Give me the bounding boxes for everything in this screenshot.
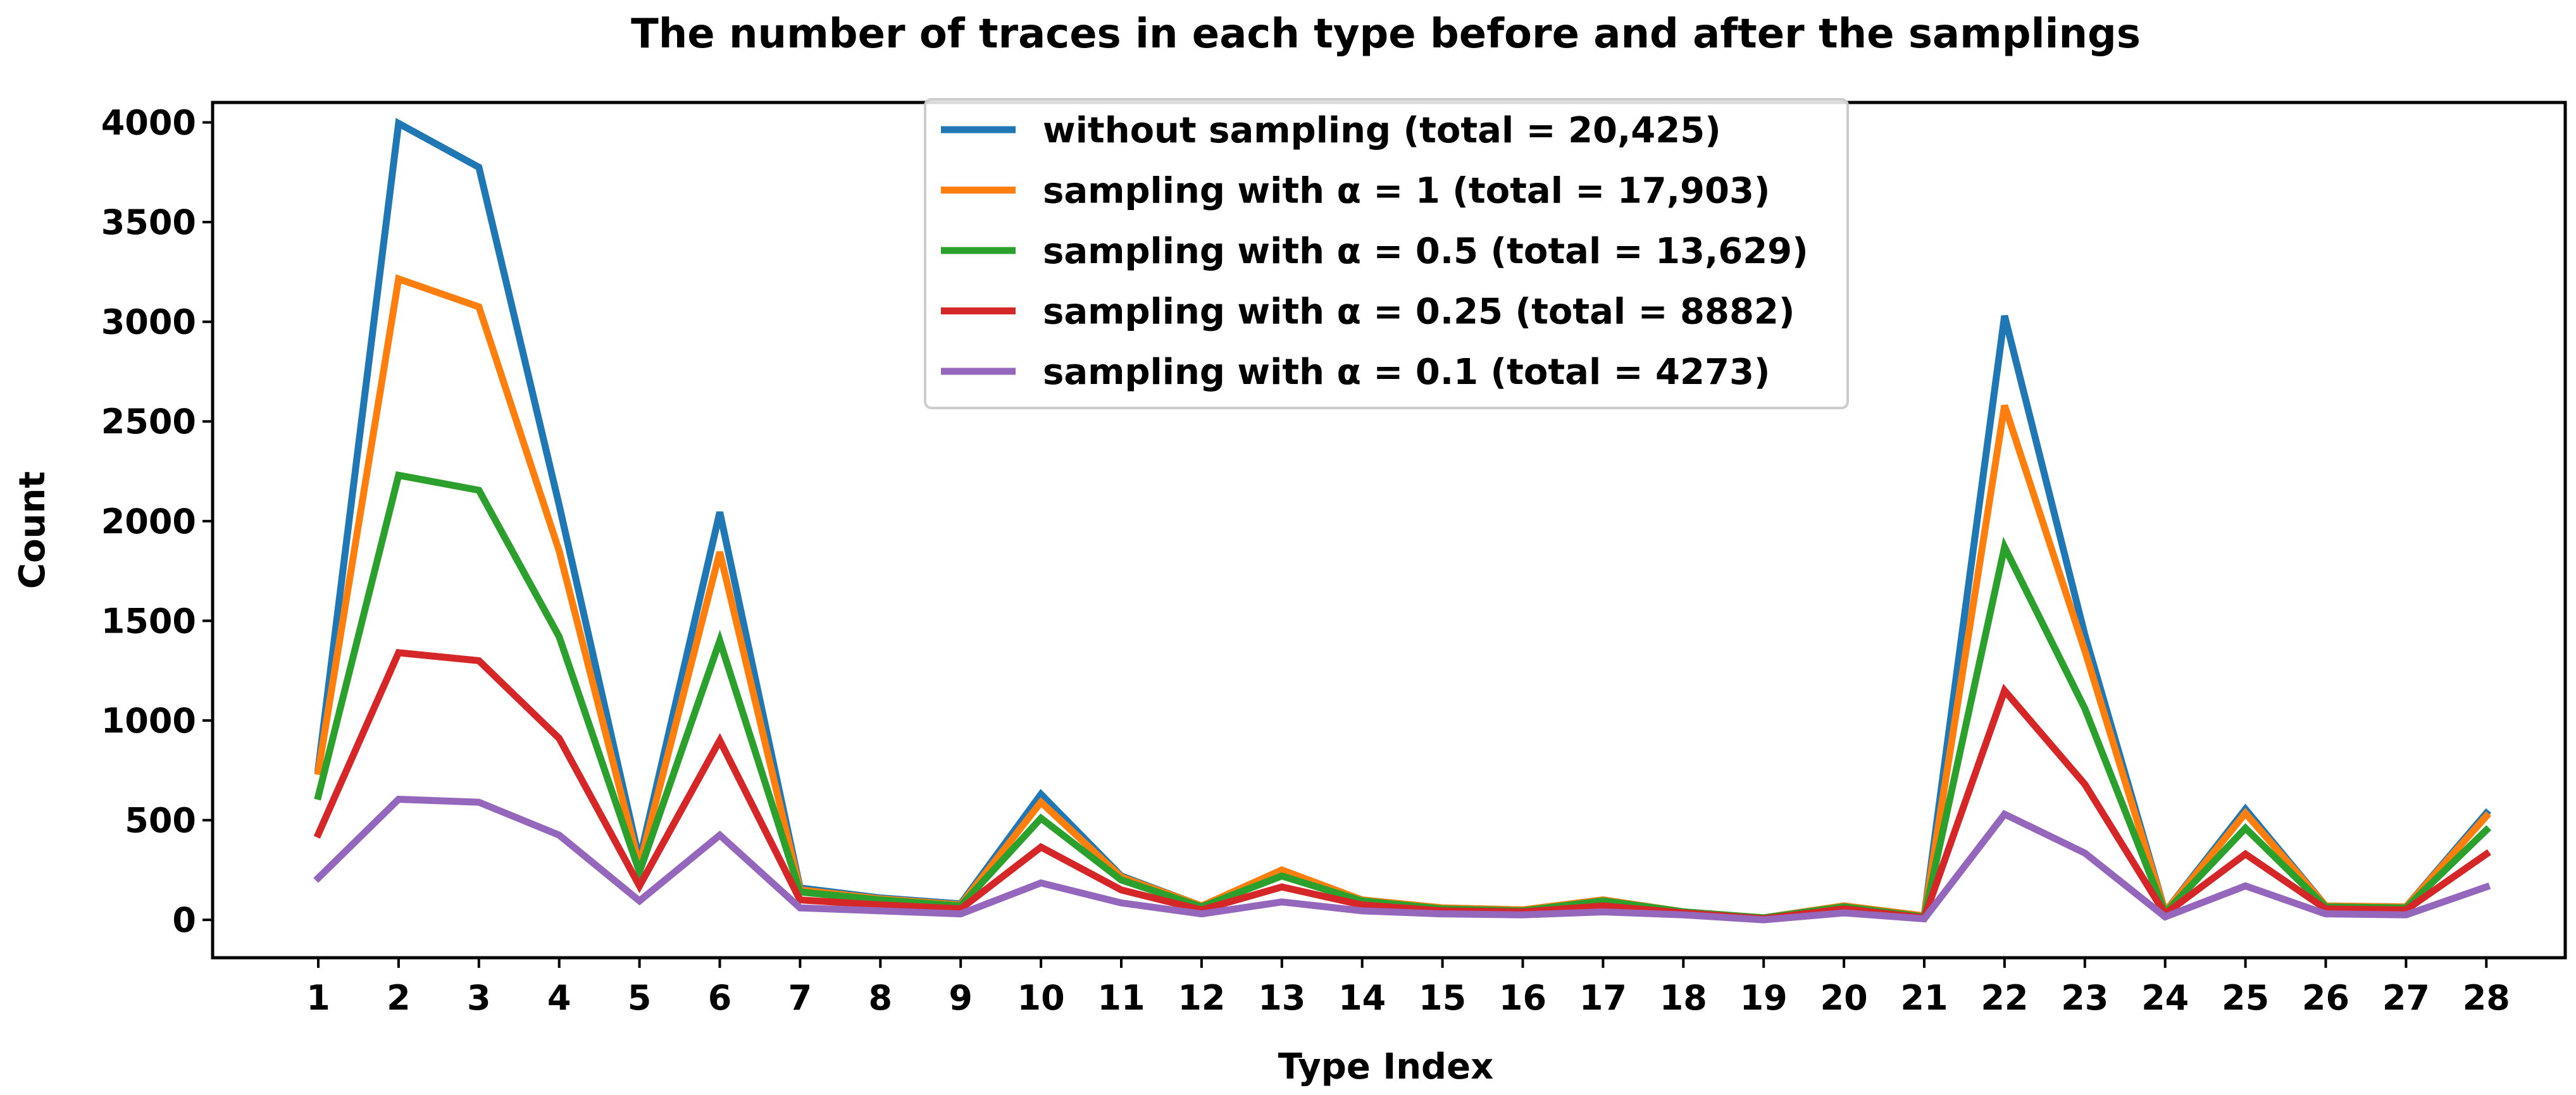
x-tick-label: 17 xyxy=(1579,978,1627,1018)
x-tick-label: 23 xyxy=(2061,978,2108,1018)
x-tick-label: 8 xyxy=(869,978,893,1018)
x-tick-label: 28 xyxy=(2463,978,2510,1018)
x-tick-label: 16 xyxy=(1499,978,1546,1018)
legend-label-2: sampling with α = 1 (total = 17,903) xyxy=(1043,171,1770,212)
legend-label-1: without sampling (total = 20,425) xyxy=(1043,110,1721,151)
x-tick-label: 14 xyxy=(1338,978,1386,1018)
legend: without sampling (total = 20,425) samplin… xyxy=(924,98,1849,409)
y-tick-label: 1000 xyxy=(101,701,196,741)
x-axis-label: Type Index xyxy=(1278,1046,1494,1087)
chart-title: The number of traces in each type before… xyxy=(631,11,2141,58)
x-tick-label: 20 xyxy=(1820,978,1868,1018)
series-lines xyxy=(313,118,2492,924)
x-tick-label: 19 xyxy=(1740,978,1788,1018)
y-axis-label: Count xyxy=(12,471,53,589)
x-tick-label: 21 xyxy=(1900,978,1948,1018)
x-tick-label: 4 xyxy=(547,978,571,1018)
series-line-3 xyxy=(314,471,2492,922)
y-tick-label: 3000 xyxy=(101,302,196,342)
y-tick-label: 4000 xyxy=(101,103,196,143)
x-tick-label: 6 xyxy=(708,978,732,1018)
series-line-4 xyxy=(313,648,2491,923)
series-line-5 xyxy=(313,795,2491,924)
y-tick-label: 1500 xyxy=(101,601,196,641)
legend-label-5: sampling with α = 0.1 (total = 4273) xyxy=(1043,352,1770,393)
x-tick-label: 25 xyxy=(2222,978,2269,1018)
x-tick-label: 7 xyxy=(788,978,812,1018)
x-axis: 1 2 3 4 5 6 7 8 9 10 11 12 13 14 15 16 17 18 19 20 21 22 23 24 2… xyxy=(306,958,2510,1018)
y-tick-label: 3500 xyxy=(101,202,196,242)
legend-box xyxy=(924,98,1849,409)
x-tick-label: 12 xyxy=(1178,978,1225,1018)
x-tick-label: 26 xyxy=(2302,978,2349,1018)
x-tick-label: 24 xyxy=(2141,978,2189,1018)
legend-label-3: sampling with α = 0.5 (total = 13,629) xyxy=(1043,231,1808,272)
x-tick-label: 22 xyxy=(1981,978,2028,1018)
y-tick-label: 2500 xyxy=(101,402,196,442)
y-axis: 0 500 1000 1500 2000 2500 3000 3500 4000 xyxy=(101,103,213,940)
x-tick-label: 15 xyxy=(1419,978,1466,1018)
x-tick-label: 3 xyxy=(467,978,491,1018)
x-tick-label: 18 xyxy=(1660,978,1707,1018)
x-tick-label: 10 xyxy=(1017,978,1065,1018)
y-tick-label: 0 xyxy=(172,900,196,940)
x-tick-label: 13 xyxy=(1258,978,1305,1018)
x-tick-label: 2 xyxy=(387,978,411,1018)
x-tick-label: 9 xyxy=(949,978,973,1018)
x-tick-label: 5 xyxy=(628,978,652,1018)
x-tick-label: 1 xyxy=(306,978,330,1018)
y-tick-label: 500 xyxy=(125,801,196,841)
x-tick-label: 27 xyxy=(2382,978,2430,1018)
legend-label-4: sampling with α = 0.25 (total = 8882) xyxy=(1043,292,1795,333)
y-tick-label: 2000 xyxy=(101,502,196,541)
x-tick-label: 11 xyxy=(1097,978,1145,1018)
